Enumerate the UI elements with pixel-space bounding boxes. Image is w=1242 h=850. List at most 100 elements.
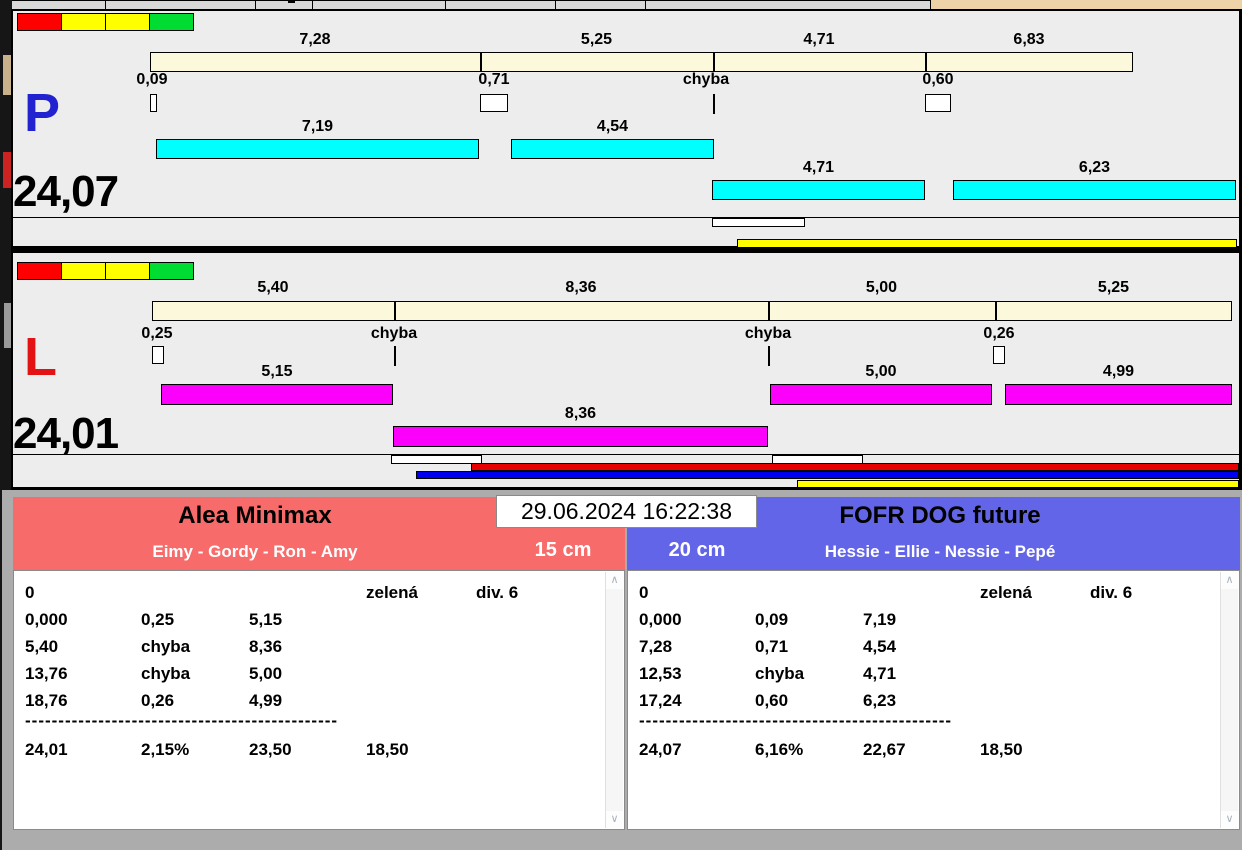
top-strip-dash bbox=[288, 1, 295, 3]
section-bar bbox=[152, 301, 1232, 321]
scroll-up-button[interactable]: ∧ bbox=[1221, 572, 1238, 589]
sensor-box bbox=[712, 218, 805, 227]
section-bar-divider bbox=[995, 301, 997, 321]
split-time-label: 7,19 bbox=[301, 118, 334, 135]
top-strip bbox=[0, 0, 1242, 11]
section-time-label: 8,36 bbox=[565, 279, 597, 296]
chevron-down-icon: ∨ bbox=[1225, 813, 1234, 825]
section-bar-divider bbox=[394, 301, 396, 321]
team-members-left: Eimy - Gordy - Ron - Amy bbox=[152, 542, 358, 561]
section-time-label: 5,40 bbox=[257, 279, 289, 296]
background-window-fragment bbox=[4, 303, 11, 348]
contact-time-label: 0,25 bbox=[141, 325, 173, 342]
table-total-cell: 24,07 bbox=[639, 740, 682, 759]
toolbar-separator-tick bbox=[645, 0, 646, 9]
split-time-label: 5,00 bbox=[865, 363, 897, 380]
table-cell: 0,000 bbox=[639, 610, 682, 629]
table-cell: 0 bbox=[25, 583, 35, 602]
section-time-label: 6,83 bbox=[1013, 31, 1045, 48]
table-cell: chyba bbox=[141, 637, 191, 656]
chevron-up-icon: ∧ bbox=[1225, 574, 1234, 586]
toolbar-separator-tick bbox=[105, 0, 106, 9]
table-total-cell: 24,01 bbox=[25, 740, 68, 759]
table-cell: 0,60 bbox=[755, 691, 789, 710]
contact-marker-box bbox=[480, 94, 508, 112]
table-cell: div. 6 bbox=[1090, 583, 1133, 602]
signal-stripe bbox=[416, 471, 1239, 479]
section-bar-divider bbox=[925, 52, 927, 72]
section-bar-divider bbox=[768, 301, 770, 321]
team-title-right: FOFR DOG future bbox=[839, 502, 1041, 529]
chevron-down-icon: ∨ bbox=[610, 813, 619, 825]
section-time-label: 5,25 bbox=[580, 31, 613, 48]
run-total-time-L: 24,01 bbox=[13, 409, 119, 458]
split-time-label: 5,15 bbox=[261, 363, 293, 380]
scroll-down-button[interactable]: ∨ bbox=[1221, 811, 1238, 828]
result-table-right[interactable]: ∧ ∨ 0 zelená div. 6 0,000 0,09 7,19 7,28 0,71 4,… bbox=[627, 570, 1240, 830]
scrollbar-right[interactable]: ∧ ∨ bbox=[1220, 572, 1238, 828]
toolbar-separator-tick bbox=[255, 0, 256, 9]
split-bar bbox=[770, 384, 992, 405]
table-cell: 0,25 bbox=[141, 610, 175, 629]
result-table-left[interactable]: ∧ ∨ 0 zelená div. 6 0,000 0,25 5,15 5,40 chyba 8… bbox=[13, 570, 625, 830]
table-total-cell: 23,50 bbox=[249, 740, 292, 759]
section-bar-divider bbox=[713, 52, 715, 72]
run-panel-P bbox=[13, 11, 1239, 246]
panel-frame-bottom bbox=[11, 487, 1242, 490]
scroll-down-button[interactable]: ∨ bbox=[606, 811, 623, 828]
section-time-label: 4,71 bbox=[803, 31, 835, 48]
section-bar bbox=[150, 52, 1133, 72]
table-cell: 0,26 bbox=[141, 691, 175, 710]
baseline bbox=[13, 217, 1239, 218]
contact-marker-box bbox=[152, 346, 164, 364]
chevron-up-icon: ∧ bbox=[610, 574, 619, 586]
table-total-cell: 22,67 bbox=[863, 740, 906, 759]
team-members-right: Hessie - Ellie - Nessie - Pepé bbox=[824, 542, 1056, 561]
table-dashed-separator: ----------------------------------------… bbox=[25, 712, 339, 729]
table-cell: 4,54 bbox=[863, 637, 897, 656]
table-cell: chyba bbox=[755, 664, 805, 683]
table-cell: 6,23 bbox=[863, 691, 897, 710]
contact-time-label: 0,71 bbox=[478, 71, 510, 88]
table-dashed-separator: ----------------------------------------… bbox=[639, 712, 953, 729]
split-time-label: 4,99 bbox=[1102, 363, 1135, 380]
contact-time-label: 0,60 bbox=[922, 71, 954, 88]
table-total-cell: 18,50 bbox=[366, 740, 409, 759]
section-bar-divider bbox=[480, 52, 482, 72]
table-cell: 18,76 bbox=[25, 691, 68, 710]
split-time-label: 4,54 bbox=[596, 118, 629, 135]
split-time-label: 6,23 bbox=[1078, 159, 1111, 176]
split-time-label: 4,71 bbox=[802, 159, 835, 176]
scrollbar-left[interactable]: ∧ ∨ bbox=[605, 572, 623, 828]
signal-stripe bbox=[797, 480, 1239, 488]
status-legend-box bbox=[105, 262, 150, 280]
signal-stripe bbox=[737, 239, 1237, 248]
table-cell: zelená bbox=[980, 583, 1032, 602]
contact-time-label: 0,09 bbox=[136, 71, 168, 88]
table-cell: 12,53 bbox=[639, 664, 682, 683]
contact-time-label: 0,26 bbox=[983, 325, 1015, 342]
status-legend-box bbox=[17, 262, 62, 280]
split-bar bbox=[712, 180, 925, 200]
section-time-label: 5,25 bbox=[1097, 279, 1130, 296]
section-time-label: 7,28 bbox=[299, 31, 331, 48]
footer: Alea Minimax Eimy - Gordy - Ron - Amy 15… bbox=[2, 490, 1242, 850]
status-legend-box bbox=[61, 13, 106, 31]
panel-frame-top bbox=[11, 9, 1242, 11]
section-time-label: 5,00 bbox=[865, 279, 898, 296]
fault-tick bbox=[394, 346, 396, 366]
table-cell: 8,36 bbox=[249, 637, 283, 656]
toolbar-separator-tick bbox=[445, 0, 446, 9]
table-cell: 4,99 bbox=[249, 691, 283, 710]
run-total-time-P: 24,07 bbox=[13, 167, 119, 216]
scroll-up-button[interactable]: ∧ bbox=[606, 572, 623, 589]
sensor-box bbox=[391, 455, 482, 464]
status-legend-box bbox=[149, 262, 194, 280]
background-window-fragment bbox=[3, 152, 11, 188]
top-strip-grey bbox=[12, 0, 930, 11]
table-cell: chyba bbox=[141, 664, 191, 683]
status-legend-box bbox=[61, 262, 106, 280]
split-bar bbox=[161, 384, 393, 405]
